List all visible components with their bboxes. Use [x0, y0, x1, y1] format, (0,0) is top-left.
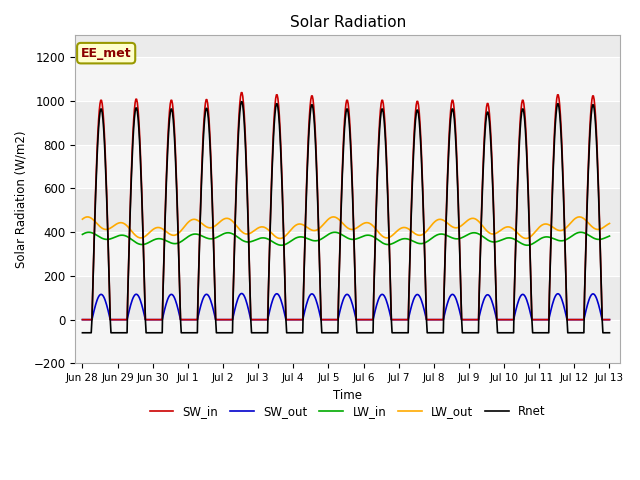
LW_in	[79, 231, 86, 237]
SW_in	[217, 317, 225, 323]
Bar	[76, 232, 620, 276]
SW_in	[238, 90, 246, 96]
SW_out	[558, 297, 566, 302]
LW_in	[195, 232, 203, 238]
SW_in	[79, 317, 86, 323]
LW_out	[390, 231, 397, 237]
SW_out	[79, 317, 86, 323]
SW_out	[390, 317, 397, 323]
LW_out	[276, 236, 284, 241]
SW_in	[605, 317, 613, 323]
SW_out	[339, 300, 346, 305]
LW_out	[339, 220, 346, 226]
Line: LW_in: LW_in	[83, 232, 609, 245]
LW_in	[218, 232, 225, 238]
SW_out	[605, 317, 613, 323]
Rnet	[442, 239, 449, 245]
Rnet	[79, 330, 86, 336]
SW_in	[442, 236, 449, 241]
Rnet	[390, 330, 397, 336]
Y-axis label: Solar Radiation (W/m2): Solar Radiation (W/m2)	[15, 131, 28, 268]
Bar	[76, 320, 620, 363]
Rnet	[605, 330, 613, 336]
Line: SW_in: SW_in	[83, 93, 609, 320]
SW_in	[558, 143, 566, 149]
Line: LW_out: LW_out	[83, 217, 609, 239]
LW_out	[195, 218, 202, 224]
Bar	[76, 144, 620, 189]
SW_out	[217, 317, 225, 323]
LW_in	[278, 242, 285, 248]
LW_out	[217, 218, 225, 224]
Bar	[76, 57, 620, 101]
LW_out	[575, 214, 583, 220]
Rnet	[238, 99, 246, 105]
SW_out	[195, 313, 202, 319]
SW_out	[238, 291, 246, 297]
LW_out	[558, 228, 566, 233]
Line: Rnet: Rnet	[83, 102, 609, 333]
LW_out	[605, 221, 613, 227]
Rnet	[558, 150, 566, 156]
X-axis label: Time: Time	[333, 389, 362, 402]
Rnet	[339, 172, 346, 178]
Rnet	[217, 330, 225, 336]
LW_in	[559, 238, 566, 244]
Title: Solar Radiation: Solar Radiation	[289, 15, 406, 30]
SW_in	[195, 289, 202, 295]
Legend: SW_in, SW_out, LW_in, LW_out, Rnet: SW_in, SW_out, LW_in, LW_out, Rnet	[145, 401, 550, 423]
Text: EE_met: EE_met	[81, 47, 131, 60]
SW_out	[442, 308, 449, 313]
LW_out	[79, 216, 86, 222]
LW_in	[605, 233, 613, 239]
LW_in	[442, 232, 450, 238]
Rnet	[195, 290, 202, 296]
SW_in	[390, 317, 397, 323]
LW_out	[442, 219, 449, 225]
LW_in	[339, 232, 347, 238]
Line: SW_out: SW_out	[83, 294, 609, 320]
LW_in	[390, 240, 398, 246]
SW_in	[339, 166, 346, 172]
LW_in	[85, 229, 93, 235]
